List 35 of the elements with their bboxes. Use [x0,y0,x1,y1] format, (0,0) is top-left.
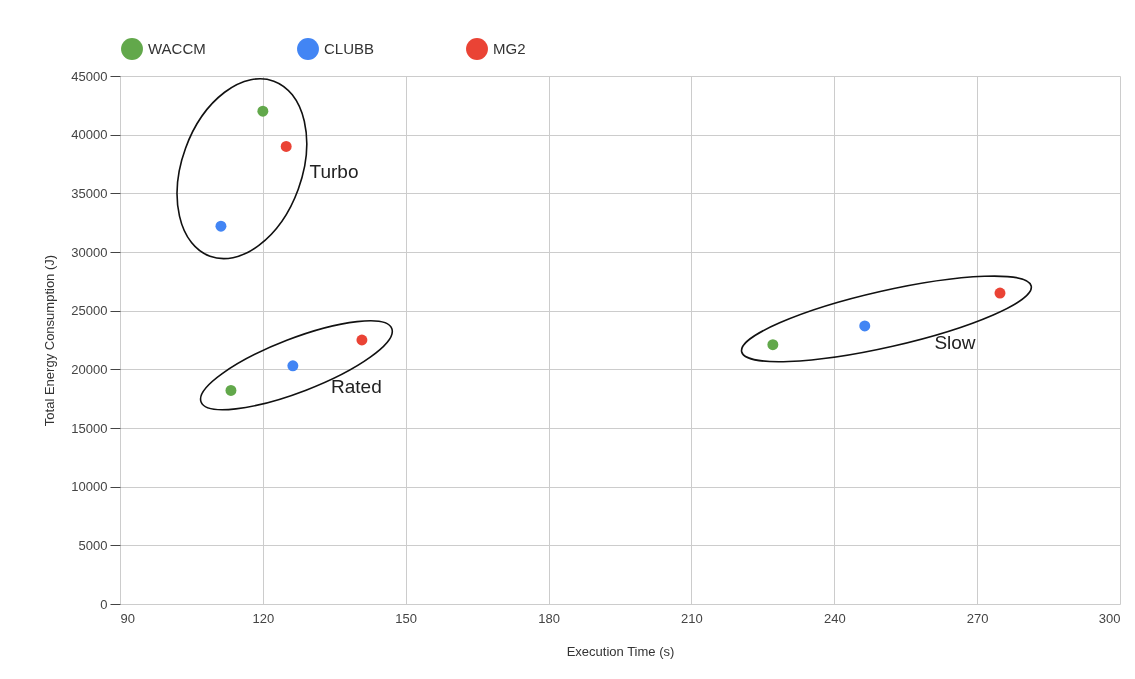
legend-label: MG2 [493,40,526,58]
point [287,360,299,372]
point [767,339,779,351]
x-tick-label: 90 [120,610,135,626]
y-axis-title: Total Energy Consumption (J) [42,254,58,427]
legend-label: CLUBB [324,40,375,58]
x-axis-title: Execution Time (s) [566,643,675,659]
point [225,384,237,396]
y-tick-label: 40000 [71,127,108,143]
y-tick-label: 0 [100,596,108,612]
y-tick-label: 45000 [71,68,108,84]
y-tick-label: 10000 [71,479,108,495]
x-tick-label: 300 [1098,610,1121,626]
annotation: Rated [331,375,382,397]
point [215,220,227,232]
x-tick-label: 270 [966,610,989,626]
x-tick-label: 180 [538,610,560,626]
x-tick-label: 150 [395,610,418,626]
point [280,140,292,152]
x-tick-label: 240 [823,610,846,626]
annotation: Turbo [309,160,359,182]
legend-label: WACCM [148,40,206,58]
y-tick-label: 35000 [71,185,108,201]
y-tick-label: 20000 [71,361,108,377]
x-tick-label: 120 [252,610,275,626]
y-tick-label: 30000 [71,244,108,260]
point [994,287,1006,299]
point [356,334,368,346]
y-tick-label: 25000 [71,303,108,319]
point [859,320,871,332]
x-tick-label: 210 [681,610,703,626]
y-tick-label: 5000 [78,537,108,553]
annotation: Slow [934,331,976,353]
y-tick-label: 15000 [71,420,108,436]
point [257,105,269,117]
